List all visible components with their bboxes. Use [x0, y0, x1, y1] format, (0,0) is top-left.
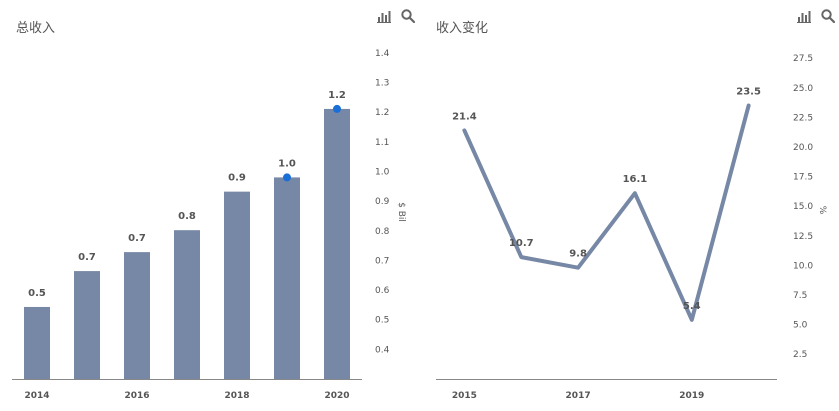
data-label: 5.4 — [683, 301, 701, 312]
data-label: 23.5 — [736, 87, 761, 98]
bar — [174, 230, 200, 379]
chart-toolbar — [377, 8, 416, 24]
data-label: 1.0 — [278, 158, 296, 169]
data-label: 1.2 — [328, 90, 346, 101]
data-label: 16.1 — [623, 174, 648, 185]
y-tick-label: 15.0 — [793, 202, 813, 212]
y-axis-unit: % — [817, 206, 827, 215]
y-tick-label: 17.5 — [793, 173, 813, 183]
data-point — [333, 104, 341, 113]
data-point — [283, 173, 291, 182]
y-tick-label: 1.3 — [375, 79, 389, 89]
y-tick-label: 5.0 — [793, 321, 808, 331]
data-label: 0.7 — [128, 233, 146, 244]
x-tick-label: 2017 — [566, 391, 591, 401]
bar-chart-icon[interactable] — [797, 8, 811, 23]
y-tick-label: 27.5 — [793, 54, 813, 64]
x-tick-label: 2016 — [124, 391, 149, 401]
bar — [24, 306, 50, 379]
y-tick-label: 22.5 — [793, 113, 813, 123]
bar — [224, 191, 250, 379]
y-tick-label: 10.0 — [793, 261, 813, 271]
data-label: 10.7 — [509, 238, 534, 249]
magnifier-icon[interactable] — [401, 8, 416, 24]
data-label: 0.5 — [28, 288, 46, 299]
y-tick-label: 1.4 — [375, 49, 390, 59]
x-tick-label: 2018 — [224, 391, 249, 401]
x-tick-label: 2014 — [24, 391, 49, 401]
bar-chart-icon[interactable] — [377, 8, 391, 23]
bar — [274, 177, 300, 379]
revenue-bar-chart: 0.5 0.7 0.7 0.8 0.9 1.0 1.2 2014 2016 2018 2020 0.4… — [12, 49, 406, 401]
data-label: 0.7 — [78, 252, 96, 263]
y-tick-label: 0.5 — [375, 316, 389, 326]
bar — [74, 271, 100, 379]
y-tick-label: 2.5 — [793, 350, 807, 360]
series-line — [462, 103, 751, 322]
revenue-change-chart-panel: 收入变化 21.4 10.7 9.8 16.1 5.4 23.5 2015 2017 2019 2… — [420, 0, 839, 411]
y-tick-label: 25.0 — [793, 84, 813, 94]
data-label: 9.8 — [569, 249, 587, 260]
data-label: 0.8 — [178, 211, 196, 222]
y-tick-label: 20.0 — [793, 143, 813, 153]
revenue-chart-panel: 总收入 0.5 0.7 0.7 0.8 0.9 1.0 1.2 2014 2016 2018 202… — [12, 8, 416, 401]
data-label: 21.4 — [452, 111, 477, 122]
x-tick-label: 2020 — [324, 391, 349, 401]
magnifier-icon[interactable] — [821, 8, 836, 24]
y-tick-label: 12.5 — [793, 232, 813, 242]
y-tick-label: 0.7 — [375, 256, 389, 266]
y-axis-unit: $ Bil — [396, 202, 406, 222]
revenue-change-line-chart: 21.4 10.7 9.8 16.1 5.4 23.5 2015 2017 2019 2.5 5.0… — [436, 54, 827, 401]
y-tick-label: 0.6 — [375, 286, 390, 296]
x-tick-label: 2015 — [452, 391, 477, 401]
chart-toolbar — [797, 8, 836, 24]
y-tick-label: 7.5 — [793, 291, 807, 301]
x-tick-label: 2019 — [679, 391, 704, 401]
chart-title: 收入变化 — [436, 21, 489, 36]
data-label: 0.9 — [228, 173, 246, 184]
chart-title: 总收入 — [16, 21, 56, 36]
y-tick-label: 0.4 — [375, 345, 390, 355]
y-tick-label: 0.9 — [375, 197, 390, 207]
y-tick-label: 1.2 — [375, 108, 389, 118]
bar — [124, 252, 150, 379]
bar — [324, 108, 350, 380]
y-tick-label: 0.8 — [375, 227, 390, 237]
y-tick-label: 1.1 — [375, 138, 389, 148]
y-tick-label: 1.0 — [375, 167, 390, 177]
